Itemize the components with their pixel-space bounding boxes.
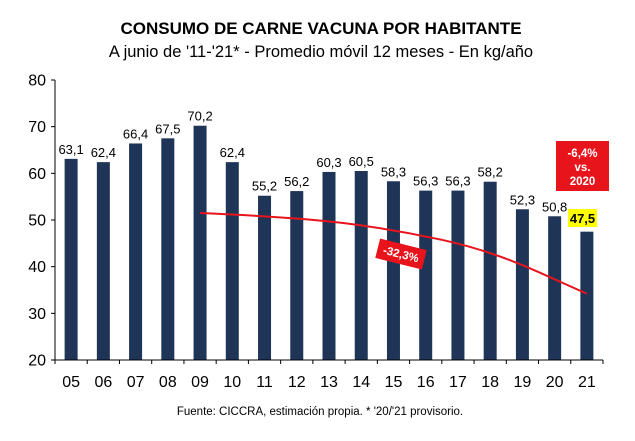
x-tick-label: 07 [127,374,145,391]
yoy-badge [556,141,609,191]
x-tick-label: 16 [417,374,435,391]
bars [64,125,594,360]
trend-change-badge [375,238,427,270]
highlight-label: 47,5 [570,211,595,226]
x-tick-label: 18 [481,374,499,391]
x-tick-label: 08 [159,374,177,391]
data-label: 58,2 [478,165,503,180]
bar [225,162,239,360]
highlight-value: 47,5 [568,209,597,227]
yoy-line1: -6,4% [567,148,597,160]
bar [129,143,143,360]
bar [161,138,175,360]
x-tick-label: 13 [320,374,338,391]
x-tick-label: 10 [223,374,241,391]
bar [515,209,529,360]
trend-layer [200,212,588,295]
x-tick-label: 19 [514,374,532,391]
x-tick-label: 21 [578,374,596,391]
x-tick-label: 15 [385,374,403,391]
data-label: 63,1 [58,142,83,157]
trend-line [200,212,588,295]
y-tick-label: 60 [28,166,46,183]
yoy-line2: vs. [575,162,591,174]
x-tick-label: 11 [256,374,273,391]
x-axis: 05 06 07 08 09 10 11 12 13 14 15 16 17 18 19 20 21 [54,359,604,391]
x-tick-label: 05 [62,374,80,391]
data-label: 52,3 [510,192,535,207]
data-label: 60,5 [349,154,374,169]
x-tick-label: 14 [352,374,370,391]
bar [258,195,272,360]
y-tick-label: 40 [28,259,46,276]
data-label: 62,4 [91,145,116,160]
yoy-annotation: -6,4% vs. 2020 [556,141,609,191]
data-label: 56,3 [413,174,438,189]
bar [386,181,400,360]
yoy-line3: 2020 [570,176,596,188]
chart-title: CONSUMO DE CARNE VACUNA POR HABITANTE [120,19,521,38]
data-label: 58,3 [381,164,406,179]
x-tick-label: 09 [191,374,209,391]
data-label: 50,8 [542,199,567,214]
bar [548,216,562,360]
bar [483,181,497,360]
y-tick-label: 70 [28,119,46,136]
source-note: Fuente: CICCRA, estimación propia. * '20… [177,406,463,418]
bar [580,231,594,360]
chart-subtitle: A junio de '11-'21* - Promedio móvil 12 … [109,43,533,61]
y-tick-label: 80 [28,73,46,90]
bar [96,162,110,360]
data-label: 66,4 [123,126,148,141]
y-axis: 20 30 40 50 60 70 80 [28,73,56,370]
bar [290,191,304,360]
bar [354,171,368,360]
bar [193,125,207,360]
bar [322,171,336,360]
data-label: 62,4 [220,145,245,160]
bar [451,190,465,360]
y-tick-label: 30 [28,306,46,323]
data-label: 55,2 [252,179,277,194]
bar [64,158,78,360]
x-tick-label: 06 [94,374,112,391]
data-label: 56,2 [284,174,309,189]
bar [419,190,433,360]
data-label: 60,3 [316,155,341,170]
data-labels: 63,1 62,4 66,4 67,5 70,2 62,4 55,2 56,2 60,3 60,5… [58,109,567,215]
trend-change-annotation: -32,3% [375,238,427,270]
x-tick-label: 12 [288,374,306,391]
data-label: 67,5 [155,121,180,136]
data-label: 70,2 [187,109,212,124]
x-tick-label: 17 [449,374,467,391]
x-tick-label: 20 [546,374,564,391]
data-label: 56,3 [445,174,470,189]
y-tick-label: 50 [28,213,46,230]
y-tick-label: 20 [28,353,46,370]
highlight-box [568,209,597,227]
